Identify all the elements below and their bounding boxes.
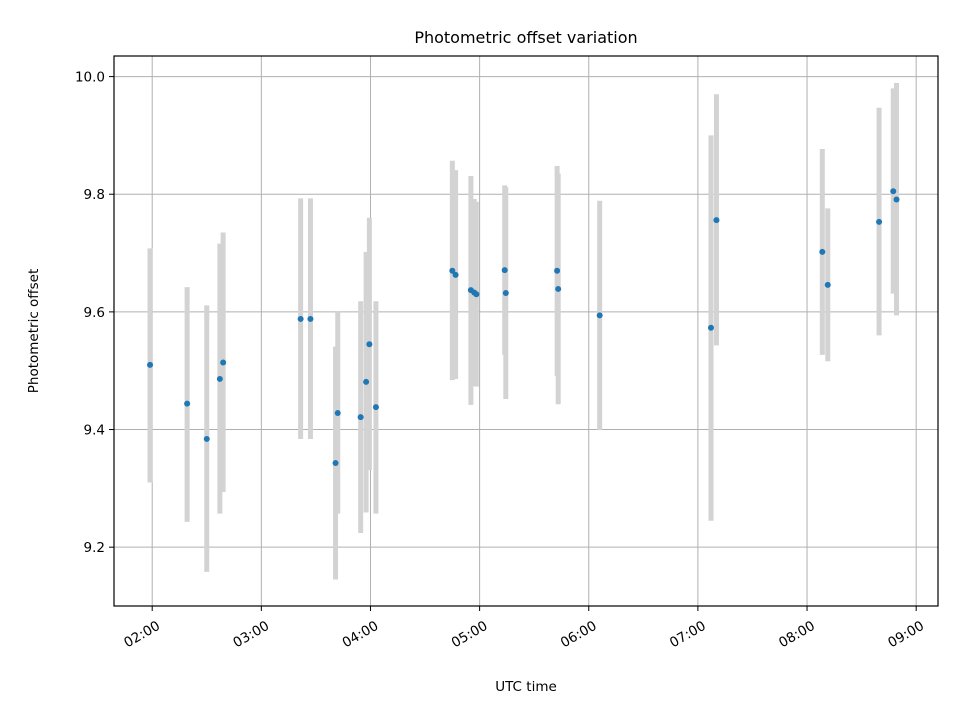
data-point — [307, 315, 314, 322]
data-points — [147, 188, 900, 467]
data-point — [876, 218, 883, 225]
data-point — [707, 324, 714, 331]
data-point — [372, 404, 379, 411]
data-point — [332, 460, 339, 467]
data-point — [334, 410, 341, 417]
data-point — [554, 267, 561, 274]
chart-title: Photometric offset variation — [414, 28, 637, 47]
y-axis-label: Photometric offset — [26, 269, 42, 393]
data-point — [824, 281, 831, 288]
data-point — [893, 196, 900, 203]
data-point — [452, 271, 459, 278]
data-point — [819, 248, 826, 255]
data-point — [473, 291, 480, 298]
data-point — [596, 312, 603, 319]
y-tick-label: 9.2 — [84, 540, 105, 556]
data-point — [220, 359, 227, 366]
x-axis-label: UTC time — [495, 679, 557, 695]
y-tick-label: 10.0 — [75, 70, 105, 86]
data-point — [216, 375, 223, 382]
data-point — [555, 285, 562, 292]
y-axis-ticks: 9.2 9.4 9.6 9.8 10.0 — [75, 70, 114, 556]
data-point — [147, 361, 154, 368]
data-point — [184, 400, 191, 407]
y-tick-label: 9.8 — [84, 187, 105, 203]
y-tick-label: 9.4 — [84, 423, 105, 439]
y-tick-label: 9.6 — [84, 305, 105, 321]
data-point — [357, 414, 364, 421]
data-point — [501, 267, 508, 274]
data-point — [297, 315, 304, 322]
plot-frame — [113, 55, 939, 607]
data-point — [502, 290, 509, 297]
data-point — [203, 435, 210, 442]
data-point — [890, 188, 897, 195]
data-point — [449, 267, 456, 274]
data-point — [366, 341, 373, 348]
data-point — [713, 217, 720, 224]
data-point — [363, 378, 370, 385]
